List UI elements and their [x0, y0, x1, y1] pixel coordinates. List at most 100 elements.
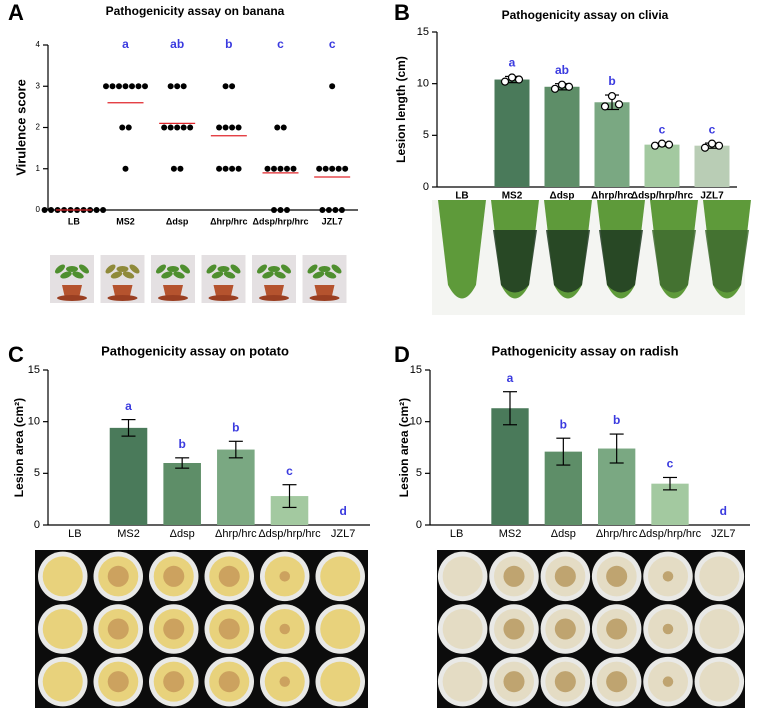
x-tick-label: Δhrp/hrc: [210, 216, 247, 226]
leaf: [173, 271, 185, 279]
lesion: [163, 565, 185, 587]
data-point: [264, 165, 271, 172]
data-point: [342, 165, 349, 172]
significance-letter: b: [225, 37, 232, 51]
leaf: [211, 271, 224, 279]
leaf: [217, 266, 230, 272]
data-point: [222, 165, 229, 172]
x-tick-label: JZL7: [331, 528, 355, 540]
panel-label: C: [8, 342, 24, 367]
data-point: [135, 83, 142, 90]
saucer: [107, 295, 138, 301]
leaf: [110, 271, 123, 279]
slice: [320, 661, 361, 702]
leaf: [156, 264, 166, 274]
y-tick-label: 10: [417, 78, 429, 90]
y-axis-label: Lesion area (cm²): [397, 398, 411, 497]
significance-letter: a: [122, 37, 129, 51]
lesion: [503, 565, 525, 587]
error-bar: [609, 433, 624, 464]
leaf: [312, 271, 325, 279]
lesion: [279, 571, 291, 582]
bar: [594, 102, 630, 187]
bar: [109, 427, 148, 525]
significance-letter: b: [608, 74, 615, 88]
data-point: [557, 80, 567, 89]
slice: [320, 556, 361, 597]
x-tick-label: Δdsp/hrp/hrc: [631, 191, 694, 202]
data-point: [174, 83, 181, 90]
significance-letter: a: [507, 371, 514, 385]
x-tick-label: MS2: [117, 528, 140, 540]
panel-label: D: [394, 342, 410, 367]
data-point: [229, 83, 236, 90]
x-tick-label: Δdsp: [551, 528, 576, 540]
data-point: [180, 124, 187, 131]
x-tick-label: Δhrp/hrc: [591, 191, 633, 202]
saucer: [309, 295, 340, 301]
data-point: [500, 77, 510, 86]
significance-letter: a: [509, 56, 516, 70]
slice: [442, 661, 483, 702]
data-point: [103, 83, 109, 90]
x-tick-label: Δhrp/hrc: [215, 528, 257, 540]
y-tick-label: 10: [28, 416, 40, 428]
photo-bg: [35, 550, 368, 708]
data-point: [170, 165, 177, 172]
x-tick-label: LB: [450, 528, 463, 540]
x-tick-label: LB: [455, 191, 468, 202]
bar: [163, 463, 201, 525]
chart-title: Pathogenicity assay on radish: [491, 343, 678, 358]
lesion: [218, 671, 240, 693]
leaf: [257, 264, 267, 274]
y-axis-label: Lesion length (cm): [394, 56, 408, 163]
bar: [494, 79, 530, 187]
x-tick-label: MS2: [116, 216, 135, 226]
significance-letter: c: [329, 37, 336, 51]
data-point: [322, 165, 329, 172]
y-tick-label: 10: [410, 416, 422, 428]
significance-letter: c: [709, 122, 716, 136]
chart-title: Pathogenicity assay on banana: [106, 4, 285, 18]
saucer: [208, 295, 239, 301]
bar: [644, 144, 680, 187]
significance-letter: b: [613, 413, 620, 427]
photo-bg: [437, 550, 745, 708]
data-point: [607, 91, 617, 101]
data-point: [600, 102, 610, 111]
leaf: [223, 271, 236, 279]
data-point: [125, 124, 132, 131]
data-point: [335, 165, 342, 172]
leaf: [307, 264, 318, 274]
x-tick-label: Δdsp: [166, 216, 189, 226]
y-tick-label: 15: [28, 364, 40, 376]
lesion: [599, 230, 643, 293]
photo: [437, 550, 745, 708]
saucer: [158, 295, 188, 301]
leaf: [60, 271, 72, 279]
pot: [163, 285, 183, 298]
photo: [50, 255, 94, 303]
data-point: [329, 165, 336, 172]
x-tick-label: MS2: [499, 528, 522, 540]
x-tick-label: Δdsp/hrp/hrc: [258, 528, 321, 540]
bar: [651, 483, 689, 525]
data-point: [657, 139, 667, 148]
data-point: [48, 207, 55, 213]
leaf: [324, 271, 337, 279]
chart-title: Pathogenicity assay on potato: [101, 343, 289, 358]
data-point: [216, 124, 223, 131]
pot: [264, 285, 284, 298]
data-point: [338, 207, 345, 213]
y-axis-label: Lesion area (cm²): [12, 398, 26, 497]
bar: [491, 408, 529, 525]
photo: [35, 550, 368, 708]
data-point: [142, 83, 148, 90]
y-tick-label: 15: [410, 364, 422, 376]
photo: [432, 200, 751, 315]
significance-letter: c: [277, 37, 284, 51]
slice: [442, 608, 483, 650]
photo: [201, 255, 246, 303]
significance-letter: ab: [170, 37, 184, 51]
